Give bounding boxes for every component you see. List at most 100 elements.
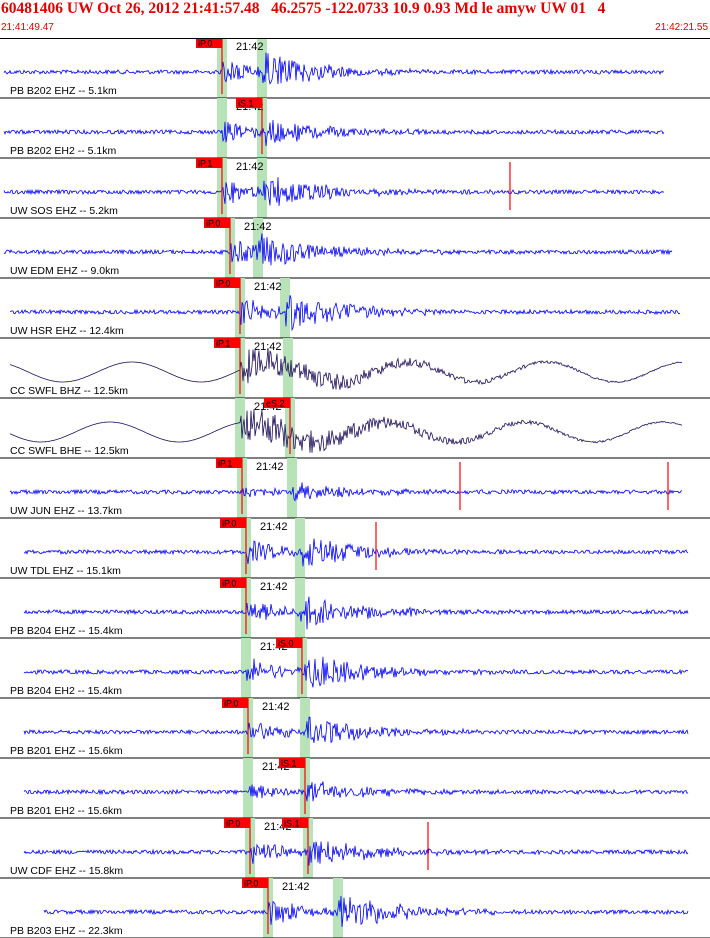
- event-header: 60481406 UW Oct 26, 2012 21:41:57.48 46.…: [0, 0, 710, 38]
- trace-row[interactable]: 21:42 iP.0 UW EDM EHZ -- 9.0km: [0, 218, 710, 279]
- p-arrival-band: [241, 638, 251, 698]
- trace-label: PB B204 EH2 -- 15.4km: [10, 685, 122, 697]
- pick-label: iP.0: [206, 219, 220, 229]
- trace-label: UW JUN EHZ -- 13.7km: [10, 505, 122, 517]
- pick-flag[interactable]: [224, 818, 250, 828]
- trace-row[interactable]: 21:42 iP.1 UW JUN EHZ -- 13.7km: [0, 458, 710, 519]
- trace-row[interactable]: 21:42 iP.0 UW HSR EHZ -- 12.4km: [0, 278, 710, 339]
- trace-row[interactable]: 21:42 iP.0 PB B201 EHZ -- 15.6km: [0, 698, 710, 759]
- minute-tick-label: 21:42: [256, 461, 284, 473]
- trace-row[interactable]: 21:42 iP.1 UW SOS EHZ -- 5.2km: [0, 158, 710, 219]
- pick-flag[interactable]: [220, 578, 246, 588]
- pick-flag[interactable]: [196, 158, 222, 168]
- window-start-time: 21:41:49.47: [1, 22, 54, 33]
- waveform: [3, 233, 673, 266]
- pick-label: iP.0: [222, 519, 236, 529]
- waveform: [9, 348, 683, 390]
- pick-label: iS.0: [278, 639, 294, 649]
- minute-tick-label: 21:42: [236, 41, 264, 53]
- minute-tick-label: 21:42: [254, 341, 282, 353]
- s-arrival-band: [283, 338, 293, 398]
- p-arrival-band: [217, 98, 227, 158]
- pick-flag[interactable]: [276, 638, 302, 648]
- pick-label: iP.0: [216, 279, 230, 289]
- pick-label: eS.2: [266, 399, 285, 409]
- pick-flag[interactable]: [204, 218, 230, 228]
- trace-label: UW EDM EHZ -- 9.0km: [10, 265, 119, 277]
- pick-label: iP.0: [244, 879, 258, 889]
- trace-label: UW CDF EHZ -- 15.8km: [10, 865, 123, 877]
- trace-row[interactable]: 21:42eS.2CC SWFL BHE -- 12.5km: [0, 398, 710, 459]
- pick-flag[interactable]: [220, 518, 246, 528]
- pick-label: iS.1: [284, 819, 300, 829]
- s-arrival-band: [257, 38, 267, 98]
- pick-label: iP.1: [198, 159, 212, 169]
- trace-label: PB B201 EHZ -- 15.6km: [10, 745, 123, 757]
- pick-label: iP.0: [198, 39, 212, 49]
- pick-label: iP.0: [224, 699, 238, 709]
- s-arrival-band: [300, 698, 310, 758]
- waveform: [23, 656, 689, 688]
- pick-flag[interactable]: [264, 398, 290, 408]
- trace-label: UW HSR EHZ -- 12.4km: [10, 325, 124, 337]
- pick-label: iP.0: [226, 819, 240, 829]
- s-arrival-band: [295, 578, 305, 638]
- minute-tick-label: 21:42: [254, 281, 282, 293]
- pick-flag[interactable]: [214, 338, 240, 348]
- minute-tick-label: 21:42: [282, 881, 310, 893]
- pick-label: iS.1: [238, 99, 254, 109]
- trace-label: PB B204 EHZ -- 15.4km: [10, 625, 123, 637]
- trace-row[interactable]: 21:42 iP.0 UW TDL EHZ -- 15.1km: [0, 518, 710, 579]
- waveform: [23, 596, 689, 630]
- pick-label: iP.1: [218, 459, 232, 469]
- trace-row[interactable]: 21:42 iP.0 PB B202 EHZ -- 5.1km: [0, 38, 710, 99]
- waveform: [9, 482, 683, 502]
- waveform: [43, 895, 689, 927]
- pick-flag[interactable]: [216, 458, 242, 468]
- pick-label: iP.0: [222, 579, 236, 589]
- waveform: [3, 52, 665, 85]
- p-arrival-band: [243, 758, 253, 818]
- trace-row[interactable]: 21:42 iP.0 PB B203 EHZ -- 22.3km: [0, 878, 710, 938]
- pick-flag[interactable]: [222, 698, 248, 708]
- minute-tick-label: 21:42: [244, 221, 272, 233]
- trace-row[interactable]: 21:42 iP.0 PB B204 EHZ -- 15.4km: [0, 578, 710, 639]
- minute-tick-label: 21:42: [236, 161, 264, 173]
- s-arrival-band: [287, 458, 297, 518]
- trace-label: UW TDL EHZ -- 15.1km: [10, 565, 121, 577]
- waveform: [23, 841, 689, 866]
- p-arrival-band: [235, 398, 245, 458]
- seismogram-panel: 21:42 iP.0 PB B202 EHZ -- 5.1km 21:42 iS.1 PB…: [0, 38, 710, 938]
- waveform: [3, 119, 665, 146]
- trace-label: PB B202 EH2 -- 5.1km: [10, 145, 116, 157]
- trace-label: UW SOS EHZ -- 5.2km: [10, 205, 118, 217]
- s-arrival-band: [257, 158, 267, 218]
- window-end-time: 21:42:21.55: [655, 22, 708, 33]
- pick-flag[interactable]: [279, 758, 305, 768]
- waveform: [23, 716, 689, 744]
- waveform: [23, 538, 689, 567]
- trace-label: PB B203 EHZ -- 22.3km: [10, 925, 123, 937]
- trace-label: PB B201 EH2 -- 15.6km: [10, 805, 122, 817]
- event-title: 60481406 UW Oct 26, 2012 21:41:57.48 46.…: [1, 0, 606, 17]
- pick-flag[interactable]: [236, 98, 262, 108]
- pick-flag[interactable]: [196, 38, 222, 48]
- minute-tick-label: 21:42: [262, 701, 290, 713]
- trace-row[interactable]: 21:42 iP.1 CC SWFL BHZ -- 12.5km: [0, 338, 710, 399]
- pick-flag[interactable]: [242, 878, 268, 888]
- minute-tick-label: 21:42: [260, 521, 288, 533]
- trace-label: PB B202 EHZ -- 5.1km: [10, 85, 117, 97]
- pick-label: iS.1: [281, 759, 297, 769]
- waveform: [10, 295, 681, 332]
- waveform: [9, 409, 683, 453]
- waveform: [23, 781, 689, 802]
- pick-label: iP.1: [216, 339, 230, 349]
- pick-flag[interactable]: [214, 278, 240, 288]
- trace-label: CC SWFL BHE -- 12.5km: [10, 445, 129, 457]
- pick-flag[interactable]: [282, 818, 308, 828]
- trace-label: CC SWFL BHZ -- 12.5km: [10, 385, 128, 397]
